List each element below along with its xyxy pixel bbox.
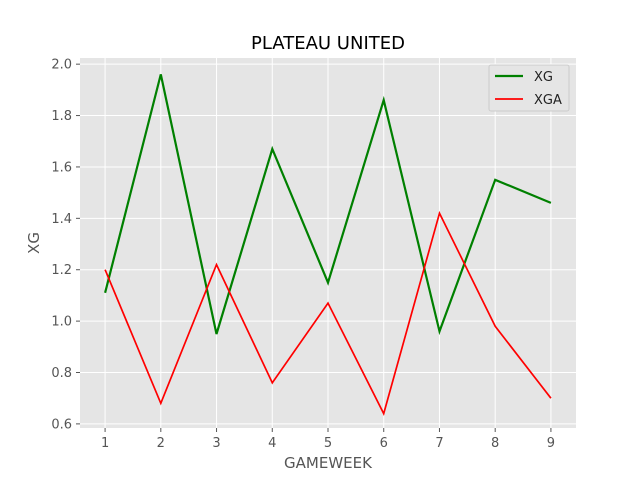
grid-lines	[80, 58, 576, 428]
y-tick-label: 1.6	[51, 160, 72, 175]
x-tick-label: 9	[547, 436, 555, 451]
x-tick-label: 4	[268, 436, 276, 451]
x-axis-ticks: 1 2 3 4 5 6 7 8 9	[101, 428, 555, 451]
y-tick-label: 0.8	[51, 366, 72, 381]
x-tick-label: 2	[157, 436, 165, 451]
x-tick-label: 6	[380, 436, 388, 451]
series-line-xg	[104, 74, 552, 336]
x-tick-label: 1	[101, 436, 109, 451]
y-axis-ticks: 0.6 0.8 1.0 1.2 1.4 1.6 1.8 2.0	[51, 58, 80, 432]
y-tick-label: 2.0	[51, 58, 72, 73]
x-tick-label: 3	[212, 436, 220, 451]
legend-label-xga: XGA	[534, 93, 562, 108]
series-line-xga	[104, 210, 552, 416]
chart-title: PLATEAU UNITED	[251, 33, 405, 54]
series-lines	[104, 74, 552, 416]
legend-label-xg: XG	[534, 70, 553, 85]
y-tick-label: 1.0	[51, 315, 72, 330]
y-tick-label: 0.6	[51, 417, 72, 432]
y-axis-label: XG	[25, 232, 43, 254]
x-axis-label: GAMEWEEK	[284, 454, 373, 472]
y-tick-label: 1.2	[51, 263, 72, 278]
y-tick-label: 1.4	[51, 212, 72, 227]
y-tick-label: 1.8	[51, 109, 72, 124]
legend: XG XGA	[488, 64, 570, 112]
x-tick-label: 5	[324, 436, 332, 451]
x-tick-label: 8	[491, 436, 499, 451]
x-tick-label: 7	[435, 436, 443, 451]
